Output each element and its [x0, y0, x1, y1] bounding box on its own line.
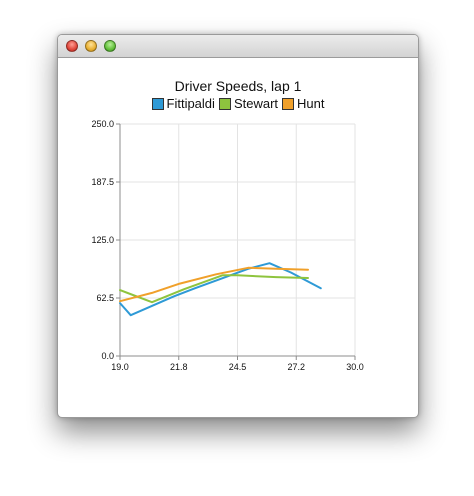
maximize-button[interactable]: [104, 40, 116, 52]
y-tick-label: 187.5: [91, 177, 114, 187]
chart-area: 19.0 21.8 24.5 27.2 30.0 250.0 187.5 125.0 62.5 0…: [58, 58, 418, 417]
legend-swatch: [151, 97, 164, 110]
close-button[interactable]: [66, 40, 78, 52]
y-tick-label: 62.5: [96, 293, 114, 303]
chart-window: 19.0 21.8 24.5 27.2 30.0 250.0 187.5 125.0 62.5 0…: [57, 34, 419, 418]
legend-swatch: [282, 97, 295, 110]
x-tick-label: 19.0: [111, 362, 129, 372]
title-bar[interactable]: [58, 35, 418, 58]
legend-swatch: [218, 97, 231, 110]
legend-item-stewart: Stewart: [218, 96, 279, 111]
series-line-fittipaldi: [119, 262, 322, 317]
series-line-hunt: [119, 266, 309, 303]
minimize-button[interactable]: [85, 40, 97, 52]
chart-title: Driver Speeds, lap 1: [174, 78, 302, 94]
x-tick-label: 27.2: [287, 362, 305, 372]
series-line-stewart: [119, 274, 309, 304]
x-tick-label: 21.8: [170, 362, 188, 372]
y-tick-label: 125.0: [91, 235, 114, 245]
x-tick-label: 30.0: [346, 362, 364, 372]
line-chart: 19.0 21.8 24.5 27.2 30.0 250.0 187.5 125.0 62.5 0…: [91, 119, 364, 372]
legend-label: Fittipaldi: [166, 96, 215, 111]
x-tick-label: 24.5: [229, 362, 247, 372]
legend-label: Stewart: [233, 96, 279, 111]
y-tick-label: 250.0: [91, 119, 114, 129]
legend-label: Hunt: [297, 96, 325, 111]
legend-item-hunt: Hunt: [282, 96, 324, 111]
chart-legend: Fittipaldi Stewart Hunt: [58, 96, 418, 111]
legend-item-fittipaldi: Fittipaldi: [151, 96, 215, 111]
y-tick-label: 0.0: [101, 351, 114, 361]
